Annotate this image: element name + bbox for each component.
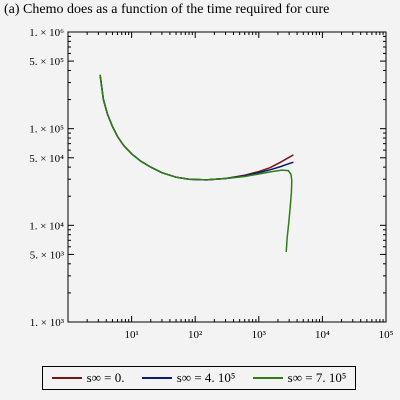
chart-legend: s∞ = 0. s∞ = 4. 10⁵ s∞ = 7. 10⁵ xyxy=(42,366,356,390)
legend-swatch xyxy=(51,377,82,379)
x-tick-label: 10⁴ xyxy=(315,329,330,341)
y-tick-label: 5. × 10⁵ xyxy=(29,56,64,68)
legend-swatch xyxy=(141,377,172,379)
legend-label: s∞ = 0. xyxy=(86,370,125,385)
x-tick-label: 10⁵ xyxy=(379,329,394,341)
legend-label: s∞ = 4. 10⁵ xyxy=(176,370,236,385)
series-line-2 xyxy=(99,74,293,253)
legend-label: s∞ = 7. 10⁵ xyxy=(287,370,347,385)
legend-item-0: s∞ = 0. xyxy=(51,370,125,386)
y-tick-label: 1. × 10³ xyxy=(30,317,65,329)
y-tick-label: 1. × 10⁶ xyxy=(29,27,64,39)
series-line-1 xyxy=(99,74,294,181)
legend-item-2: s∞ = 7. 10⁵ xyxy=(252,370,347,386)
plot-frame xyxy=(67,31,387,323)
chart-title: (a) Chemo does as a function of the time… xyxy=(4,2,330,17)
y-tick-label: 1. × 10⁴ xyxy=(29,220,64,232)
y-tick-label: 1. × 10⁵ xyxy=(29,124,64,136)
y-tick-label: 5. × 10³ xyxy=(30,249,65,261)
legend-item-1: s∞ = 4. 10⁵ xyxy=(141,370,236,386)
x-tick-label: 10³ xyxy=(252,329,267,341)
x-tick-label: 10² xyxy=(188,329,203,341)
legend-swatch xyxy=(252,377,283,379)
y-tick-label: 5. × 10⁴ xyxy=(29,153,64,165)
x-tick-label: 10¹ xyxy=(124,329,138,341)
series-line-0 xyxy=(99,74,294,181)
